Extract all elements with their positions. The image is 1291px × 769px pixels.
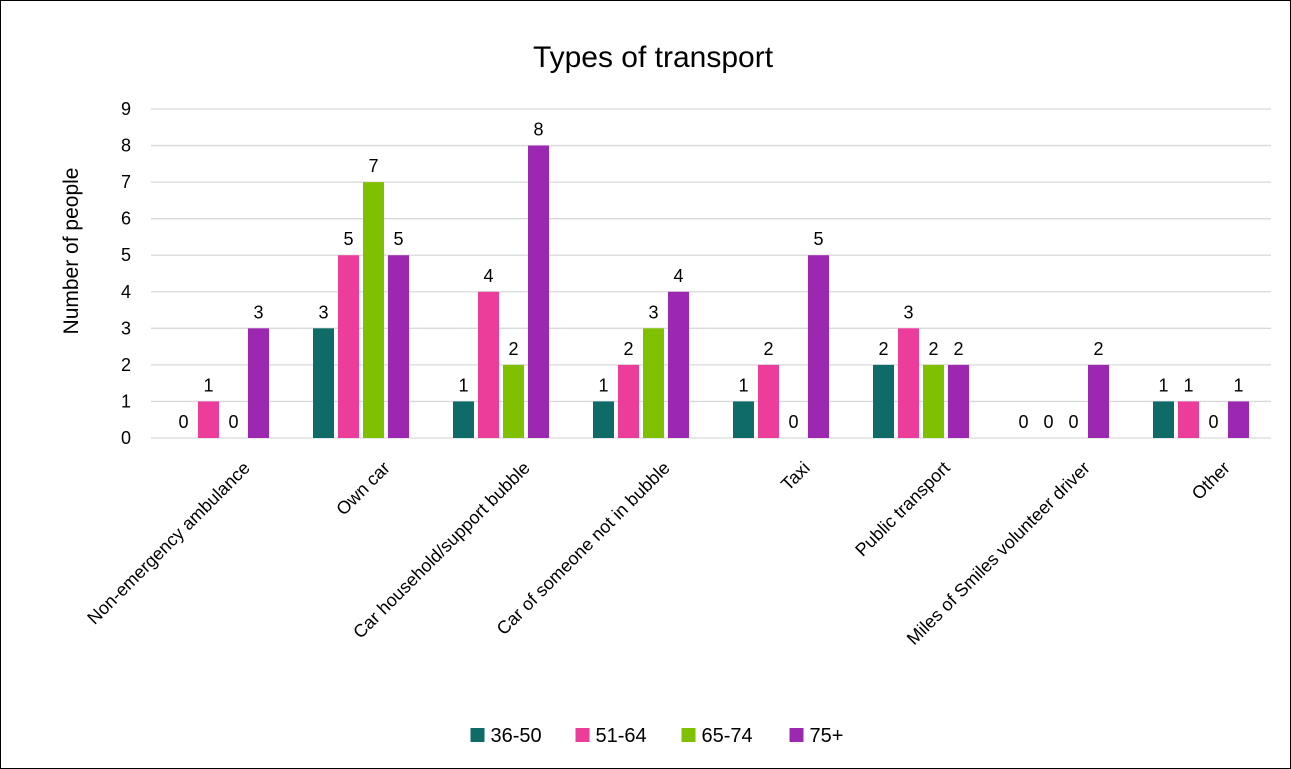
y-axis-title: Number of people xyxy=(60,168,83,335)
bar-36-50 xyxy=(873,364,894,438)
gridlines xyxy=(151,108,1271,439)
y-axis-ticks: 0 1 2 3 4 5 6 7 8 9 xyxy=(121,99,131,448)
y-tick-label: 1 xyxy=(121,391,131,411)
legend-swatch xyxy=(575,728,590,742)
data-label: 5 xyxy=(343,229,353,249)
y-tick-label: 3 xyxy=(121,318,131,338)
data-label: 1 xyxy=(1183,375,1193,395)
data-label: 5 xyxy=(393,229,403,249)
data-label: 1 xyxy=(598,375,608,395)
bar-51-64 xyxy=(478,291,499,438)
y-tick-label: 8 xyxy=(121,136,131,156)
bar-36-50 xyxy=(733,401,754,438)
data-label: 2 xyxy=(763,339,773,359)
bar-75+ xyxy=(808,255,829,438)
legend-label: 65-74 xyxy=(702,725,753,747)
chart-title: Types of transport xyxy=(533,41,774,74)
data-label: 3 xyxy=(253,302,263,322)
x-category-label: Other xyxy=(1188,458,1234,504)
data-label: 2 xyxy=(1093,339,1103,359)
y-tick-label: 7 xyxy=(121,172,131,192)
data-label: 3 xyxy=(648,302,658,322)
bar-65-74 xyxy=(363,182,384,438)
bar-51-64 xyxy=(618,364,639,438)
bar-75+ xyxy=(248,328,269,438)
data-label: 0 xyxy=(178,412,188,432)
data-label: 2 xyxy=(878,339,888,359)
bar-51-64 xyxy=(198,401,219,438)
x-category-label: Taxi xyxy=(777,458,814,495)
data-label: 2 xyxy=(953,339,963,359)
bar-75+ xyxy=(668,291,689,438)
data-label: 8 xyxy=(533,120,543,140)
data-label: 0 xyxy=(1208,412,1218,432)
bar-36-50 xyxy=(313,328,334,438)
y-tick-label: 0 xyxy=(121,428,131,448)
legend-label: 51-64 xyxy=(596,725,647,747)
y-tick-label: 2 xyxy=(121,355,131,375)
y-tick-label: 6 xyxy=(121,209,131,229)
data-label: 4 xyxy=(673,266,683,286)
legend: 36-50 51-64 65-74 75+ xyxy=(470,725,844,747)
bar-75+ xyxy=(948,364,969,438)
bar-75+ xyxy=(1228,401,1249,438)
bar-51-64 xyxy=(338,255,359,438)
y-tick-label: 5 xyxy=(121,245,131,265)
bar-75+ xyxy=(1088,364,1109,438)
data-label: 1 xyxy=(1233,375,1243,395)
data-label: 7 xyxy=(368,156,378,176)
y-tick-label: 9 xyxy=(121,99,131,119)
bar-51-64 xyxy=(758,364,779,438)
legend-label: 75+ xyxy=(810,725,844,747)
bar-36-50 xyxy=(1153,401,1174,438)
bar-65-74 xyxy=(503,364,524,438)
legend-swatch xyxy=(681,728,696,742)
x-category-label: Non-emergency ambulance xyxy=(83,458,254,629)
bar-65-74 xyxy=(923,364,944,438)
x-category-label: Own car xyxy=(332,458,394,520)
data-label: 1 xyxy=(738,375,748,395)
bar-51-64 xyxy=(898,328,919,438)
data-label: 2 xyxy=(928,339,938,359)
data-label: 0 xyxy=(1018,412,1028,432)
data-label: 3 xyxy=(318,302,328,322)
data-label: 0 xyxy=(1043,412,1053,432)
x-category-label: Public transport xyxy=(851,458,954,561)
bar-75+ xyxy=(528,145,549,439)
data-label: 2 xyxy=(623,339,633,359)
y-tick-label: 4 xyxy=(121,282,131,302)
bar-36-50 xyxy=(453,401,474,438)
bars xyxy=(198,145,1249,439)
legend-label: 36-50 xyxy=(491,725,542,747)
bar-51-64 xyxy=(1178,401,1199,438)
data-label: 0 xyxy=(1068,412,1078,432)
data-label: 5 xyxy=(813,229,823,249)
legend-swatch xyxy=(470,728,485,742)
data-label: 4 xyxy=(483,266,493,286)
data-label: 1 xyxy=(458,375,468,395)
data-label: 0 xyxy=(788,412,798,432)
data-label: 0 xyxy=(228,412,238,432)
data-label: 1 xyxy=(203,375,213,395)
data-label: 2 xyxy=(508,339,518,359)
bar-36-50 xyxy=(593,401,614,438)
bar-75+ xyxy=(388,255,409,438)
data-label: 1 xyxy=(1158,375,1168,395)
data-label: 3 xyxy=(903,302,913,322)
bar-65-74 xyxy=(643,328,664,438)
legend-swatch xyxy=(789,728,804,742)
